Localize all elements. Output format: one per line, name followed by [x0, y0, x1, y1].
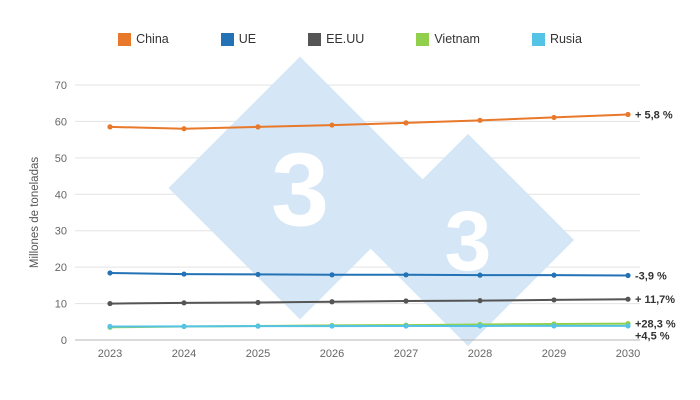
x-tick-label: 2028	[468, 348, 492, 360]
data-point-china[interactable]	[551, 114, 557, 121]
data-point-ue[interactable]	[551, 272, 557, 278]
x-tick-label: 2024	[172, 348, 196, 360]
data-point-china[interactable]	[625, 111, 631, 118]
data-point-ue[interactable]	[107, 270, 113, 276]
data-point-ue[interactable]	[181, 271, 187, 277]
y-tick-label: 0	[61, 335, 67, 347]
x-tick-label: 2030	[616, 348, 640, 360]
data-point-ue[interactable]	[255, 271, 261, 278]
data-point-rusia[interactable]	[403, 323, 409, 329]
data-point-china[interactable]	[329, 122, 335, 128]
legend-swatch-ue	[220, 32, 234, 46]
series-end-label: +4,5 %	[635, 331, 670, 343]
data-point-china[interactable]	[255, 124, 261, 130]
data-point-china[interactable]	[477, 117, 483, 123]
legend-item-vietnam[interactable]: Vietnam	[416, 32, 480, 46]
series-line-china	[109, 113, 629, 130]
y-tick-label: 50	[55, 153, 67, 165]
data-point-china[interactable]	[403, 120, 409, 126]
data-point-rusia[interactable]	[255, 323, 261, 329]
legend-swatch-ee-uu	[308, 32, 322, 46]
data-point-ee-uu[interactable]	[329, 299, 335, 305]
series-line-ue	[109, 271, 629, 277]
data-point-rusia[interactable]	[181, 323, 187, 329]
legend-item-ee-uu[interactable]: EE.UU	[308, 32, 364, 46]
legend-item-ue[interactable]: UE	[220, 32, 257, 46]
x-tick-label: 2029	[542, 348, 566, 360]
legend-label-ee-uu: EE.UU	[326, 32, 365, 46]
data-point-rusia[interactable]	[551, 323, 557, 329]
legend-swatch-china	[118, 32, 132, 46]
x-tick-label: 2023	[98, 348, 122, 360]
y-tick-label: 40	[55, 189, 67, 201]
watermark-diamond	[168, 56, 432, 320]
series-end-label: + 11,7%	[635, 294, 675, 306]
legend-item-china[interactable]: China	[118, 32, 169, 46]
data-point-ee-uu[interactable]	[551, 297, 557, 303]
data-point-ee-uu[interactable]	[625, 296, 631, 302]
legend-label-china: China	[136, 32, 169, 46]
data-point-rusia[interactable]	[107, 323, 113, 330]
legend-swatch-vietnam	[416, 32, 430, 46]
y-tick-label: 30	[55, 226, 67, 238]
series-end-label: + 5,8 %	[635, 110, 673, 122]
y-tick-label: 70	[55, 80, 67, 92]
y-tick-label: 60	[55, 116, 67, 128]
x-tick-label: 2025	[246, 348, 270, 360]
data-point-ee-uu[interactable]	[477, 298, 483, 304]
y-tick-label: 10	[55, 299, 67, 311]
x-tick-label: 2026	[320, 348, 344, 360]
data-point-china[interactable]	[181, 126, 187, 132]
chart-legend: China UE EE.UU Vietnam Rusia	[0, 32, 700, 46]
data-point-ee-uu[interactable]	[107, 300, 113, 307]
data-point-ue[interactable]	[625, 272, 631, 279]
data-point-rusia[interactable]	[477, 323, 483, 329]
data-point-ue[interactable]	[329, 272, 335, 278]
data-point-ue[interactable]	[477, 272, 483, 278]
series-line-ee-uu	[109, 298, 629, 305]
data-point-ee-uu[interactable]	[181, 300, 187, 306]
y-tick-label: 20	[55, 262, 67, 274]
data-point-rusia[interactable]	[625, 323, 631, 329]
series-end-label: +28,3 %	[635, 319, 676, 331]
legend-label-vietnam: Vietnam	[434, 32, 480, 46]
watermark-3: 3	[445, 194, 492, 288]
data-point-rusia[interactable]	[329, 323, 335, 329]
legend-item-rusia[interactable]: Rusia	[531, 32, 582, 46]
data-point-china[interactable]	[107, 124, 113, 130]
legend-swatch-rusia	[531, 32, 545, 46]
data-point-ee-uu[interactable]	[403, 298, 409, 304]
series-end-label: -3,9 %	[635, 271, 667, 283]
series-line-rusia	[109, 324, 628, 328]
legend-label-rusia: Rusia	[549, 32, 582, 46]
y-axis-title: Millones de toneladas	[29, 157, 41, 268]
x-tick-label: 2027	[394, 348, 418, 360]
data-point-ee-uu[interactable]	[255, 299, 261, 306]
legend-label-ue: UE	[238, 32, 257, 46]
data-point-ue[interactable]	[403, 272, 409, 278]
watermark-3: 3	[271, 132, 329, 248]
